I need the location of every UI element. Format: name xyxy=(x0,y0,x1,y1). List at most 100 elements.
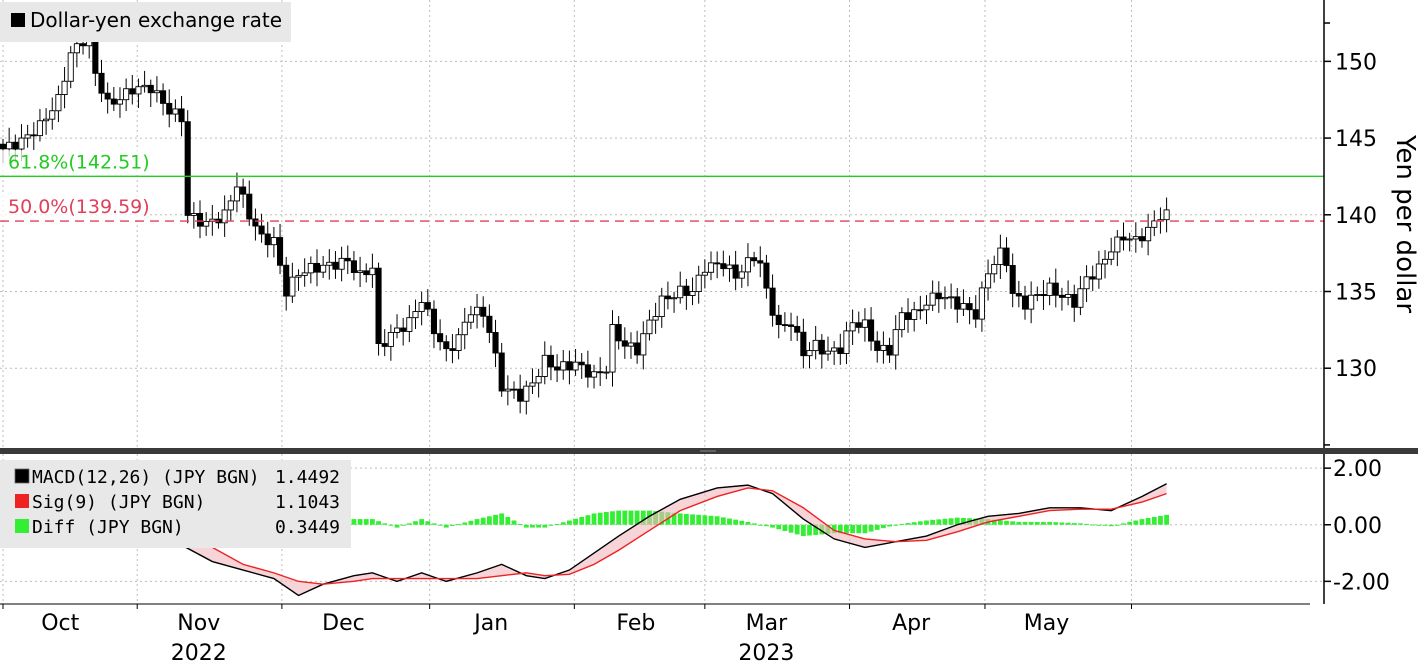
y-axis-title: Yen per dollar xyxy=(1390,134,1418,313)
candle-body xyxy=(49,110,56,120)
candle-body xyxy=(1040,294,1047,297)
diff-bar xyxy=(610,511,615,525)
diff-bar xyxy=(456,524,461,526)
diff-bar xyxy=(844,524,849,534)
candle-body xyxy=(917,309,924,312)
diff-bar xyxy=(388,524,394,526)
diff-bar xyxy=(462,522,468,525)
diff-bar xyxy=(702,515,708,525)
diff-bar xyxy=(591,513,597,525)
diff-bar xyxy=(573,518,578,525)
diff-bar xyxy=(1102,524,1108,526)
diff-bar xyxy=(1096,524,1102,526)
diff-bar xyxy=(634,510,640,525)
price-legend-swatch xyxy=(11,13,25,27)
diff-bar xyxy=(1071,523,1077,525)
candle-body xyxy=(769,287,776,316)
diff-bar xyxy=(745,521,751,525)
candle-body xyxy=(258,225,265,235)
candle-body xyxy=(634,342,641,356)
diff-bar xyxy=(911,522,917,525)
candle-body xyxy=(1003,247,1010,266)
candle-body xyxy=(227,200,234,211)
candle-body xyxy=(837,347,844,354)
diff-bar xyxy=(468,520,474,525)
reference-lines: 61.8%(142.51) 50.0%(139.59) xyxy=(0,150,1324,222)
candle-body xyxy=(1046,282,1053,297)
diff-bar xyxy=(437,524,443,526)
candle-body xyxy=(646,319,653,335)
candle-body xyxy=(1101,258,1109,265)
diff-bar xyxy=(1108,524,1114,527)
diff-bar xyxy=(930,519,936,525)
y-tick-label: 0.00 xyxy=(1333,514,1382,539)
candle-body xyxy=(116,99,124,105)
candle-body xyxy=(855,322,862,328)
candle-body xyxy=(461,321,468,336)
price-legend-title: Dollar-yen exchange rate xyxy=(30,8,282,32)
candle-body xyxy=(1126,238,1133,241)
candle-body xyxy=(190,213,197,216)
candle-body xyxy=(1132,236,1139,240)
candle-body xyxy=(911,309,918,320)
candle-body xyxy=(55,94,62,112)
candle-body xyxy=(406,317,413,332)
candle-body xyxy=(849,322,856,332)
sig-legend-label: Sig(9) (JPY BGN) xyxy=(32,492,205,513)
candle-body xyxy=(430,308,438,335)
diff-bar xyxy=(431,523,437,525)
diff-bar xyxy=(603,512,609,525)
candle-body xyxy=(831,347,838,352)
price-legend: Dollar-yen exchange rate xyxy=(0,2,291,42)
diff-bar xyxy=(788,524,794,533)
diff-bar xyxy=(708,515,714,525)
candle-body xyxy=(948,296,955,299)
candle-body xyxy=(510,388,518,391)
candle-body xyxy=(868,319,875,342)
diff-bar xyxy=(1004,520,1009,525)
diff-bar xyxy=(406,523,412,525)
diff-bar xyxy=(961,517,966,525)
candle-body xyxy=(985,273,992,289)
diff-bar xyxy=(517,524,523,526)
y-tick-label: 130 xyxy=(1335,357,1377,382)
candle-body xyxy=(1065,293,1072,298)
candle-body xyxy=(843,330,850,354)
diff-bar xyxy=(733,519,739,525)
diff-bar xyxy=(413,521,418,525)
diff-bar xyxy=(511,520,517,525)
candle-body xyxy=(954,296,961,310)
candle-body xyxy=(794,325,801,333)
diff-bar xyxy=(357,519,363,525)
candle-body xyxy=(572,361,579,371)
candle-body xyxy=(123,88,130,101)
diff-bar xyxy=(770,524,775,528)
candle-body xyxy=(147,84,154,94)
candle-body xyxy=(344,257,351,262)
diff-bar xyxy=(1145,518,1151,525)
diff-bar xyxy=(480,517,486,525)
diff-bar xyxy=(425,521,431,525)
diff-bar xyxy=(493,514,498,525)
candle-body xyxy=(861,319,868,328)
diff-bar xyxy=(363,519,369,525)
candle-body xyxy=(104,92,111,100)
candle-body xyxy=(437,333,444,343)
diff-legend-label: Diff (JPY BGN) xyxy=(32,517,184,538)
candle-body xyxy=(492,332,499,354)
candle-body xyxy=(141,84,148,88)
diff-bar xyxy=(813,524,819,535)
candle-body xyxy=(283,264,290,297)
candle-body xyxy=(178,108,185,123)
diff-bar xyxy=(991,519,997,525)
candle-body xyxy=(627,342,635,347)
candle-body xyxy=(744,257,751,273)
candle-body xyxy=(467,314,474,323)
candle-body xyxy=(929,292,936,306)
diff-bar xyxy=(856,524,862,534)
diff-bar xyxy=(622,510,628,525)
y-tick-label: 2.00 xyxy=(1333,457,1382,482)
candle-body xyxy=(474,306,481,316)
diff-legend-value: 0.3449 xyxy=(275,517,340,538)
diff-bar xyxy=(1139,519,1145,525)
